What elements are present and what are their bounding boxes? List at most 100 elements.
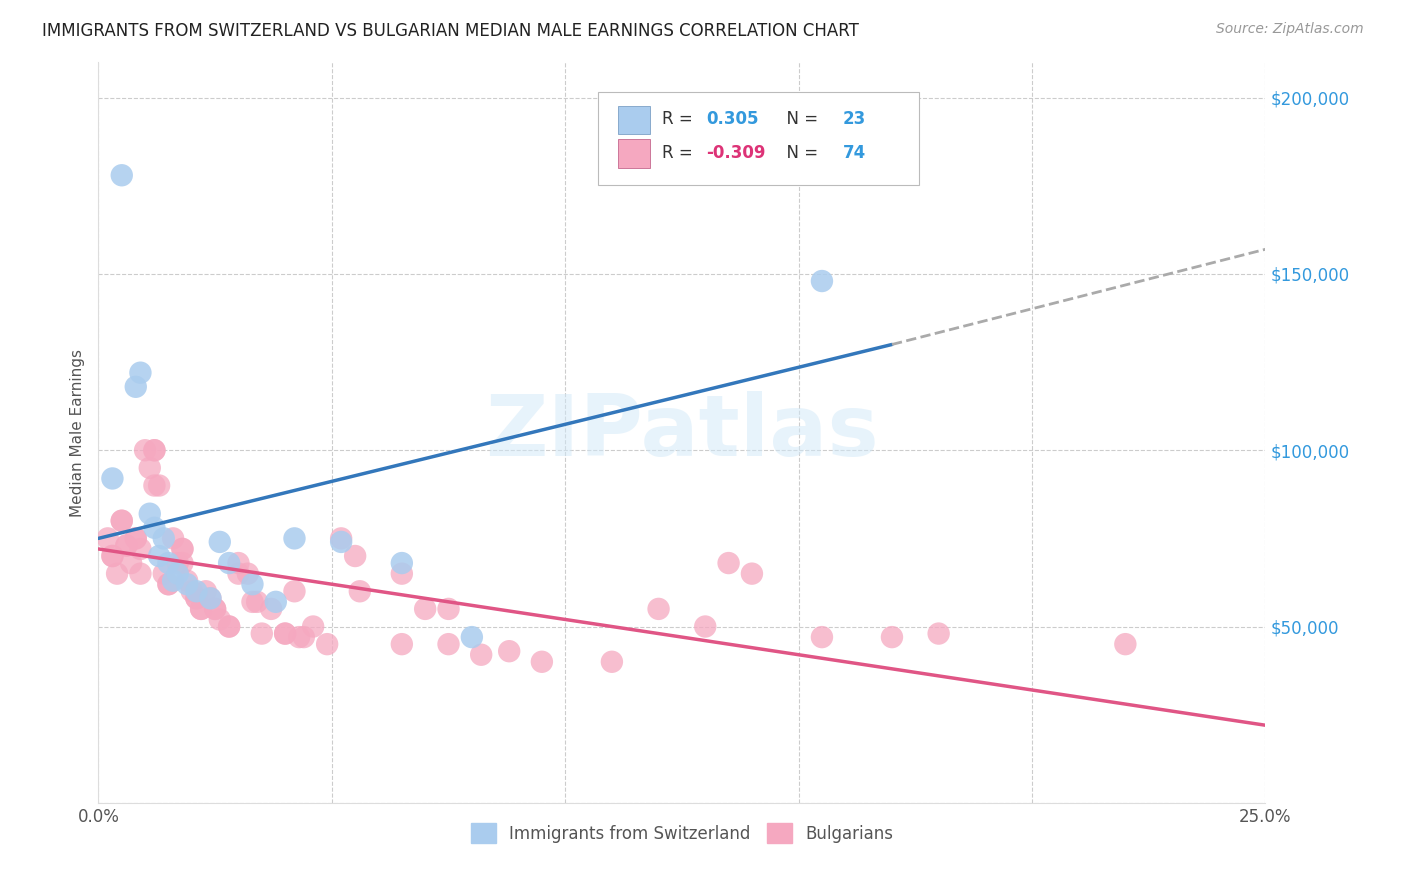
Point xyxy=(204,602,226,616)
Text: R =: R = xyxy=(662,144,697,161)
Point xyxy=(162,574,184,588)
Text: Source: ZipAtlas.com: Source: ZipAtlas.com xyxy=(1216,22,1364,37)
Point xyxy=(880,630,903,644)
Point xyxy=(134,443,156,458)
Point xyxy=(157,577,180,591)
Point xyxy=(218,619,240,633)
Point xyxy=(236,566,259,581)
Point xyxy=(166,566,188,581)
Point xyxy=(129,566,152,581)
Point xyxy=(172,556,194,570)
FancyBboxPatch shape xyxy=(617,139,651,168)
Text: 23: 23 xyxy=(844,111,866,128)
Point xyxy=(176,577,198,591)
Point xyxy=(498,644,520,658)
Point xyxy=(330,532,353,546)
Point xyxy=(250,626,273,640)
Point xyxy=(330,535,353,549)
Point xyxy=(391,637,413,651)
Text: N =: N = xyxy=(776,144,824,161)
Point xyxy=(292,630,315,644)
Point xyxy=(302,619,325,633)
Point xyxy=(194,584,217,599)
Point xyxy=(111,168,134,182)
Point xyxy=(242,577,264,591)
Point xyxy=(125,532,148,546)
Point xyxy=(101,471,124,485)
Point xyxy=(288,630,311,644)
Point xyxy=(101,549,124,563)
Point xyxy=(218,619,240,633)
Point xyxy=(111,514,134,528)
Point xyxy=(228,566,250,581)
Point xyxy=(274,626,297,640)
Point xyxy=(186,591,208,606)
Point xyxy=(344,549,367,563)
Point xyxy=(186,591,208,606)
Text: IMMIGRANTS FROM SWITZERLAND VS BULGARIAN MEDIAN MALE EARNINGS CORRELATION CHART: IMMIGRANTS FROM SWITZERLAND VS BULGARIAN… xyxy=(42,22,859,40)
Point xyxy=(204,602,226,616)
Point xyxy=(413,602,436,616)
Point xyxy=(811,630,834,644)
Point xyxy=(157,556,180,570)
Point xyxy=(200,591,222,606)
Point xyxy=(283,532,305,546)
Text: -0.309: -0.309 xyxy=(706,144,766,161)
Point xyxy=(218,556,240,570)
Point xyxy=(172,541,194,556)
Point xyxy=(1114,637,1136,651)
FancyBboxPatch shape xyxy=(598,92,918,185)
Text: 0.305: 0.305 xyxy=(706,111,759,128)
Y-axis label: Median Male Earnings: Median Male Earnings xyxy=(70,349,86,516)
Point xyxy=(391,556,413,570)
Point xyxy=(162,532,184,546)
Point xyxy=(200,591,222,606)
Text: R =: R = xyxy=(662,111,697,128)
Point xyxy=(115,538,138,552)
Point xyxy=(928,626,950,640)
Point xyxy=(461,630,484,644)
Point xyxy=(391,566,413,581)
Point xyxy=(228,556,250,570)
Point xyxy=(172,541,194,556)
Point xyxy=(274,626,297,640)
Point xyxy=(148,549,170,563)
Point xyxy=(437,602,460,616)
Point xyxy=(111,514,134,528)
Point xyxy=(120,556,142,570)
Point xyxy=(139,507,162,521)
Point xyxy=(143,478,166,492)
Point xyxy=(105,566,128,581)
Point xyxy=(148,478,170,492)
Point xyxy=(101,549,124,563)
Point xyxy=(180,584,202,599)
Point xyxy=(208,612,231,626)
Point xyxy=(437,637,460,651)
Point xyxy=(246,595,269,609)
Point xyxy=(152,532,174,546)
Point xyxy=(695,619,717,633)
Point xyxy=(190,602,212,616)
Text: N =: N = xyxy=(776,111,824,128)
Point xyxy=(283,584,305,599)
Point xyxy=(530,655,553,669)
Point xyxy=(129,541,152,556)
Point xyxy=(152,566,174,581)
Point xyxy=(316,637,339,651)
Point xyxy=(647,602,669,616)
Point xyxy=(143,521,166,535)
Point xyxy=(264,595,287,609)
FancyBboxPatch shape xyxy=(617,106,651,135)
Legend: Immigrants from Switzerland, Bulgarians: Immigrants from Switzerland, Bulgarians xyxy=(464,816,900,850)
Point xyxy=(186,584,208,599)
Point xyxy=(176,574,198,588)
Point xyxy=(811,274,834,288)
Point xyxy=(125,532,148,546)
Point xyxy=(129,366,152,380)
Point xyxy=(125,380,148,394)
Point xyxy=(470,648,492,662)
Point xyxy=(139,461,162,475)
Point xyxy=(97,532,120,546)
Point xyxy=(741,566,763,581)
Point xyxy=(143,443,166,458)
